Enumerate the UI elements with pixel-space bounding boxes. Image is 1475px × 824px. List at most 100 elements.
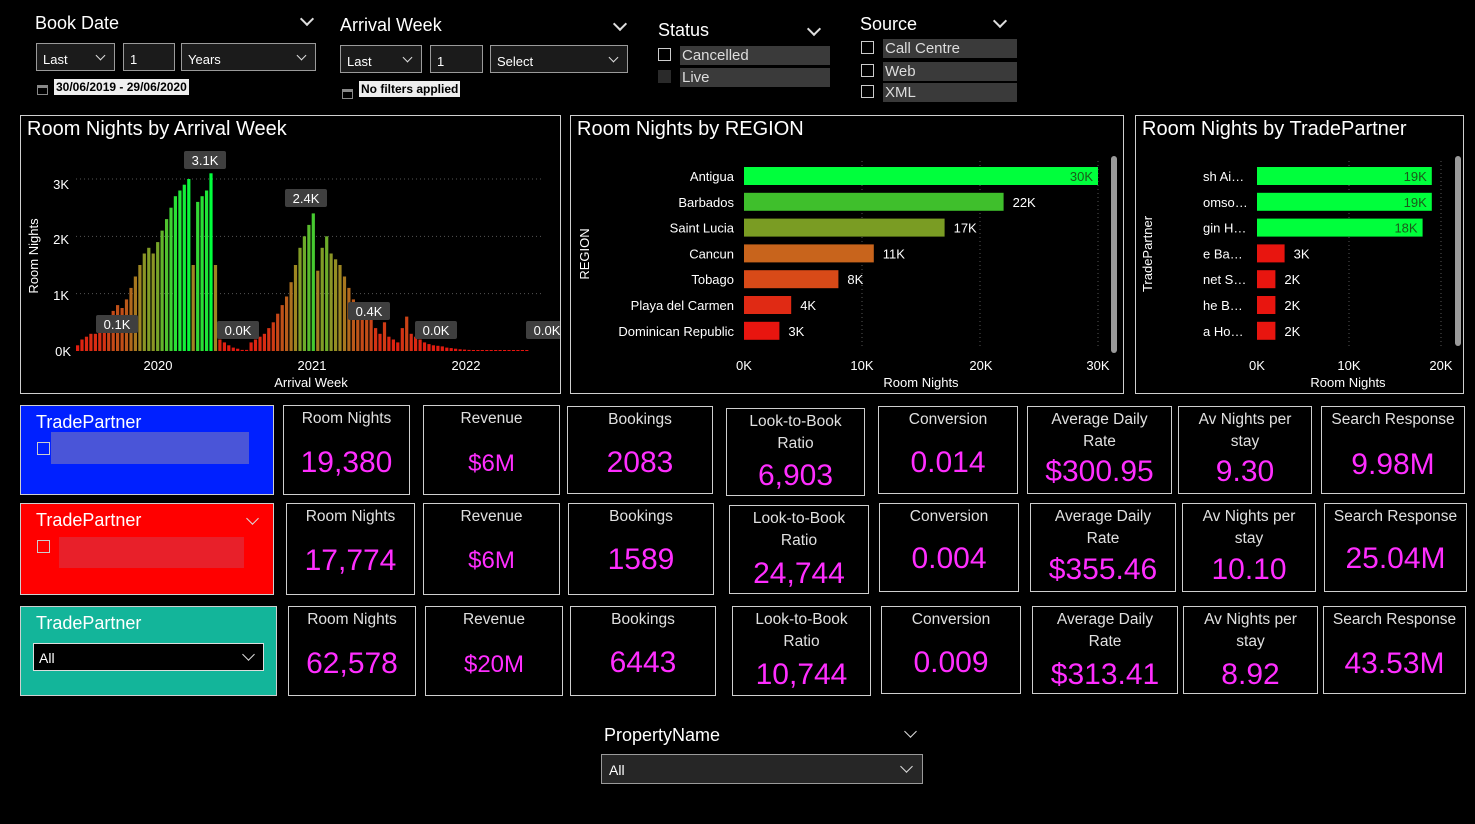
property-name-dropdown[interactable]: All <box>601 754 923 784</box>
source-xml-label[interactable]: XML <box>883 83 1017 102</box>
bar[interactable] <box>744 218 945 237</box>
arrival-week-bar[interactable] <box>151 253 155 352</box>
arrival-week-bar[interactable] <box>405 316 409 351</box>
arrival-week-bar[interactable] <box>267 328 271 351</box>
chevron-down-icon[interactable] <box>992 13 1008 29</box>
source-web-label[interactable]: Web <box>883 62 1017 81</box>
arrival-week-bar[interactable] <box>262 333 266 351</box>
arrival-week-bar[interactable] <box>84 336 89 351</box>
arrival-week-bar[interactable] <box>480 350 484 351</box>
arrival-week-bar[interactable] <box>489 350 493 351</box>
scrollbar[interactable] <box>1111 156 1117 353</box>
status-live-checkbox[interactable] <box>658 70 671 83</box>
tradepartner-checkbox[interactable] <box>37 442 50 455</box>
arrival-week-bar[interactable] <box>76 345 80 351</box>
arrival-week-bar[interactable] <box>227 345 231 351</box>
arrival-week-bar[interactable] <box>182 184 186 351</box>
bar[interactable] <box>1257 296 1276 314</box>
bar[interactable] <box>744 244 874 263</box>
arrival-week-bar[interactable] <box>338 265 342 351</box>
arrival-week-bar[interactable] <box>320 247 324 351</box>
arrival-week-bar[interactable] <box>342 276 347 352</box>
arrival-week-bar[interactable] <box>156 242 160 351</box>
book-date-count-input[interactable]: 1 <box>123 43 175 71</box>
arrival-week-bar[interactable] <box>107 316 111 351</box>
tradepartner-slicer-blue[interactable]: TradePartner <box>20 405 274 495</box>
arrival-week-bar[interactable] <box>160 230 164 351</box>
bar[interactable] <box>1257 270 1276 289</box>
arrival-week-bar[interactable] <box>329 253 333 352</box>
bar[interactable] <box>744 167 1098 185</box>
arrival-week-mode-dropdown[interactable]: Last <box>340 45 422 73</box>
region-chart[interactable]: Room Nights by REGION Antigua 30K Barbados… <box>570 115 1124 394</box>
arrival-week-bar[interactable] <box>205 190 209 352</box>
book-date-unit-dropdown[interactable]: Years <box>181 43 316 71</box>
source-xml-checkbox[interactable] <box>861 85 874 98</box>
arrival-week-bar[interactable] <box>440 346 444 351</box>
arrival-week-bar[interactable] <box>511 350 516 351</box>
arrival-week-bar[interactable] <box>498 350 502 351</box>
arrival-week-bar[interactable] <box>89 333 93 351</box>
arrival-week-bar[interactable] <box>280 305 284 351</box>
bar[interactable] <box>1257 321 1276 340</box>
arrival-week-bar[interactable] <box>467 349 471 351</box>
arrival-week-bar[interactable] <box>414 336 418 351</box>
arrival-week-bar[interactable] <box>258 336 262 351</box>
arrival-week-bar[interactable] <box>218 339 222 352</box>
arrival-week-bar[interactable] <box>396 342 400 351</box>
arrival-week-bar[interactable] <box>485 350 489 351</box>
arrival-week-bar[interactable] <box>382 322 387 351</box>
arrival-week-bar[interactable] <box>80 339 84 352</box>
arrival-week-bar[interactable] <box>169 207 173 351</box>
scrollbar[interactable] <box>1455 156 1461 346</box>
arrival-week-bar[interactable] <box>253 339 258 352</box>
arrival-week-bar[interactable] <box>360 310 364 351</box>
source-call-centre-checkbox[interactable] <box>861 41 874 54</box>
arrival-week-bar[interactable] <box>374 328 378 351</box>
arrival-week-count-input[interactable]: 1 <box>430 45 483 73</box>
arrival-week-bar[interactable] <box>378 333 382 351</box>
arrival-week-bar[interactable] <box>520 350 524 351</box>
arrival-week-bar[interactable] <box>302 236 306 351</box>
arrival-week-bar[interactable] <box>249 342 253 351</box>
chevron-down-icon[interactable] <box>246 512 259 525</box>
arrival-week-bar[interactable] <box>138 265 142 351</box>
arrival-week-bar[interactable] <box>449 348 453 351</box>
arrival-week-chart[interactable]: Room Nights by Arrival Week 3.1K 2.4K 0.1K… <box>20 115 561 394</box>
arrival-week-bar[interactable] <box>178 190 182 352</box>
chevron-down-icon[interactable] <box>299 11 315 27</box>
arrival-week-bar[interactable] <box>200 196 204 351</box>
tradepartner-dropdown[interactable]: All <box>33 643 264 671</box>
arrival-week-bar[interactable] <box>471 350 475 351</box>
arrival-week-bar[interactable] <box>316 270 320 351</box>
status-live-label[interactable]: Live <box>680 68 830 87</box>
arrival-week-bar[interactable] <box>289 282 293 351</box>
bar[interactable] <box>744 270 839 289</box>
arrival-week-bar[interactable] <box>418 339 422 352</box>
arrival-week-bar[interactable] <box>165 219 169 351</box>
arrival-week-bar[interactable] <box>187 179 191 351</box>
arrival-week-bar[interactable] <box>431 345 435 351</box>
arrival-week-bar[interactable] <box>209 173 213 351</box>
arrival-week-bar[interactable] <box>503 350 507 351</box>
arrival-week-bar[interactable] <box>365 308 369 351</box>
arrival-week-bar[interactable] <box>369 316 373 351</box>
arrival-week-bar[interactable] <box>285 296 289 352</box>
arrival-week-bar[interactable] <box>240 349 244 351</box>
arrival-week-bar[interactable] <box>454 348 458 351</box>
arrival-week-bar[interactable] <box>311 213 315 351</box>
arrival-week-bar[interactable] <box>196 201 200 351</box>
bar[interactable] <box>1257 192 1432 211</box>
arrival-week-bar[interactable] <box>325 236 329 351</box>
bar[interactable] <box>744 192 1004 211</box>
arrival-week-bar[interactable] <box>231 347 235 351</box>
tradepartner-slicer-red[interactable]: TradePartner <box>20 503 274 595</box>
arrival-week-bar[interactable] <box>236 348 240 351</box>
arrival-week-bar[interactable] <box>387 336 391 351</box>
bar[interactable] <box>744 321 780 340</box>
arrival-week-bar[interactable] <box>427 344 431 351</box>
arrival-week-bar[interactable] <box>334 259 338 351</box>
arrival-week-bar[interactable] <box>222 342 226 351</box>
arrival-week-bar[interactable] <box>307 224 311 351</box>
arrival-week-bar[interactable] <box>422 342 427 351</box>
